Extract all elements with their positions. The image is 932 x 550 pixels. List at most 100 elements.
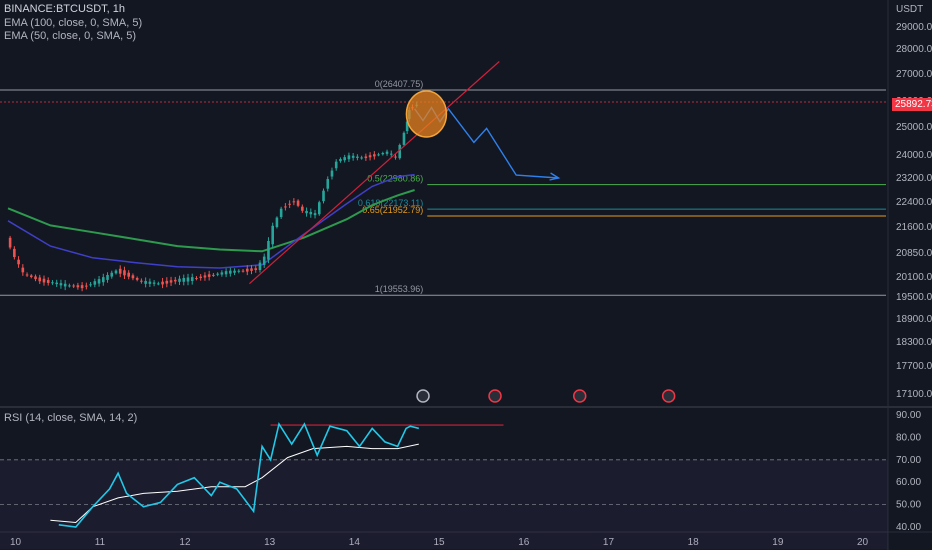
candle-body [381,153,385,155]
price-tick-label: 20100.00 [896,272,932,283]
fib-label-0.5: 0.5(22980.86) [367,174,423,184]
candle-body [97,279,101,284]
rsi-ma-line [50,443,419,524]
time-tick-label: 18 [688,537,700,548]
candle-body [42,278,46,283]
price-tick-label: 27000.00 [896,69,932,80]
candle-body [140,280,143,282]
candle-body [203,275,207,278]
candle-body [135,277,139,280]
candle-body [360,157,363,159]
candle-body [118,268,122,274]
candle-body [279,208,283,218]
ema50-line [7,173,415,269]
event-marker-icon [572,389,587,403]
candle-body [207,274,211,277]
price-tick-label: 22400.00 [896,197,932,208]
candle-body [76,285,80,288]
price-tick-label: 20850.00 [896,248,932,259]
candle-body [343,157,346,161]
candle-body [106,274,109,280]
price-tick-label: 23200.00 [896,173,932,184]
candle-body [267,240,270,260]
time-tick-label: 20 [857,537,869,548]
candle-body [326,179,330,189]
candle-body [389,153,393,155]
time-tick-label: 19 [772,537,784,548]
candle-body [195,278,198,280]
candle-body [80,285,84,289]
candle-body [216,273,219,275]
ema100-line [7,189,415,253]
rising-trendline [248,61,500,285]
candle-body [313,213,317,216]
candle-body [356,156,359,158]
candle-body [152,282,156,284]
candle-body [127,272,130,277]
candle-body [212,274,215,276]
event-marker-icon [488,389,502,403]
candle-body [258,262,262,271]
candle-body [373,154,376,157]
candle-body [296,200,300,206]
candle-body [334,161,338,169]
candle-body [309,211,313,215]
time-tick-label: 12 [179,537,191,548]
candle-body [301,206,304,211]
rsi-line [58,421,420,528]
projection-arrowhead [549,172,561,181]
candle-body [339,158,342,162]
candle-body [59,283,63,286]
last-price-tag: 25892.73 [892,98,932,111]
rsi-tick-label: 90.00 [896,410,921,421]
candle-body [123,270,126,276]
candle-body [229,270,232,274]
candle-body [241,270,245,272]
candle-body [347,155,351,160]
fib-label-0.65: 0.65(21952.79) [362,205,423,215]
candle-body [190,277,194,281]
price-tick-label: 19500.00 [896,292,932,303]
candle-body [114,270,118,274]
candle-body [351,155,355,158]
candle-body [21,267,25,273]
price-tick-label: 28000.00 [896,44,932,55]
candle-body [182,278,186,282]
candle-body [178,278,181,282]
rsi-tick-label: 50.00 [896,500,921,511]
candle-body [262,256,266,265]
rsi-tick-label: 70.00 [896,455,921,466]
time-tick-label: 15 [434,537,446,548]
candle-body [144,280,147,284]
time-tick-label: 14 [349,537,361,548]
candle-body [173,279,177,282]
candle-body [46,280,50,283]
price-tick-label: 18900.00 [896,314,932,325]
candle-body [63,283,67,287]
candle-body [169,280,173,283]
candle-body [292,201,296,203]
rsi-tick-label: 40.00 [896,522,921,533]
candle-body [34,276,37,280]
candle-body [385,151,389,154]
candle-body [288,203,291,205]
candle-body [364,156,368,159]
candle-body [110,272,114,277]
candle-body [25,274,29,276]
candle-body [284,206,287,208]
candle-body [68,285,71,287]
time-tick-label: 10 [10,537,22,548]
candle-body [224,271,228,275]
highlight-circle [405,90,448,138]
candle-body [101,277,105,283]
candle-body [250,268,253,271]
rsi-tick-label: 60.00 [896,477,921,488]
symbol-line: BINANCE:BTCUSDT, 1h [4,3,126,15]
rsi-legend: RSI (14, close, SMA, 14, 2) [4,412,138,424]
candle-body [237,270,241,272]
candle-body [233,270,236,273]
candle-body [405,121,409,132]
candle-body [72,285,75,287]
candle-body [38,277,42,282]
time-tick-label: 11 [95,537,106,548]
